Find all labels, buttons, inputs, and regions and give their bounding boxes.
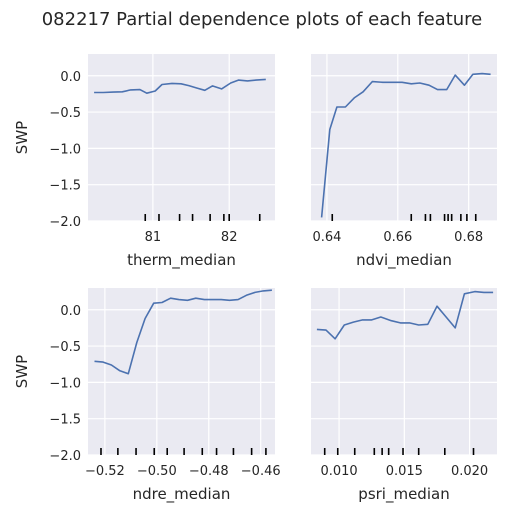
x-tick-label: 82 bbox=[221, 230, 238, 245]
figure-title: 082217 Partial dependence plots of each … bbox=[42, 9, 483, 30]
y-axis-label: SWP bbox=[13, 121, 31, 154]
y-axis-label: SWP bbox=[13, 355, 31, 388]
y-tick-label: −2.0 bbox=[49, 449, 81, 464]
pd-line bbox=[94, 289, 272, 375]
plot-area bbox=[88, 288, 275, 455]
x-tick-label: 0.020 bbox=[451, 464, 488, 479]
x-tick-label: 0.015 bbox=[386, 464, 423, 479]
x-tick-label: −0.48 bbox=[189, 464, 229, 479]
y-tick-label: −1.0 bbox=[49, 142, 81, 157]
y-tick-label: −1.5 bbox=[49, 413, 81, 428]
panel-ndre_median: 0.0 −0.5 −1.0 −1.5 −2.0 −0.52 −0.50 −0.48 −0.46 n… bbox=[13, 288, 281, 504]
x-tick-label: 0.68 bbox=[454, 230, 483, 245]
x-axis-label: psri_median bbox=[358, 485, 449, 504]
pd-line bbox=[320, 72, 491, 218]
pd-line bbox=[94, 78, 266, 94]
panel-therm_median: 0.0 −0.5 −1.0 −1.5 −2.0 81 82 therm_median SWP bbox=[13, 54, 275, 270]
x-tick-label: 0.64 bbox=[312, 230, 341, 245]
plot-area bbox=[88, 54, 275, 221]
x-tick-label: −0.52 bbox=[85, 464, 125, 479]
x-tick-label: −0.50 bbox=[137, 464, 177, 479]
x-axis-label: ndvi_median bbox=[356, 251, 452, 270]
x-axis-label: therm_median bbox=[127, 251, 236, 270]
x-tick-label: 0.010 bbox=[320, 464, 357, 479]
y-tick-label: 0.0 bbox=[60, 304, 81, 319]
y-tick-label: −1.5 bbox=[49, 179, 81, 194]
pd-line bbox=[316, 290, 494, 340]
y-tick-label: −1.0 bbox=[49, 376, 81, 391]
y-tick-label: −0.5 bbox=[49, 106, 81, 121]
x-tick-label: 81 bbox=[145, 230, 162, 245]
x-tick-label: 0.66 bbox=[383, 230, 412, 245]
panels-container: 0.0−0.5−1.0−1.5−2.081 82therm_medianSWP0.… bbox=[13, 54, 497, 504]
y-tick-label: −0.5 bbox=[49, 340, 81, 355]
y-tick-label: −2.0 bbox=[49, 215, 81, 230]
y-tick-label: 0.0 bbox=[60, 70, 81, 85]
x-tick-label: −0.46 bbox=[241, 464, 281, 479]
x-axis-label: ndre_median bbox=[133, 485, 231, 504]
